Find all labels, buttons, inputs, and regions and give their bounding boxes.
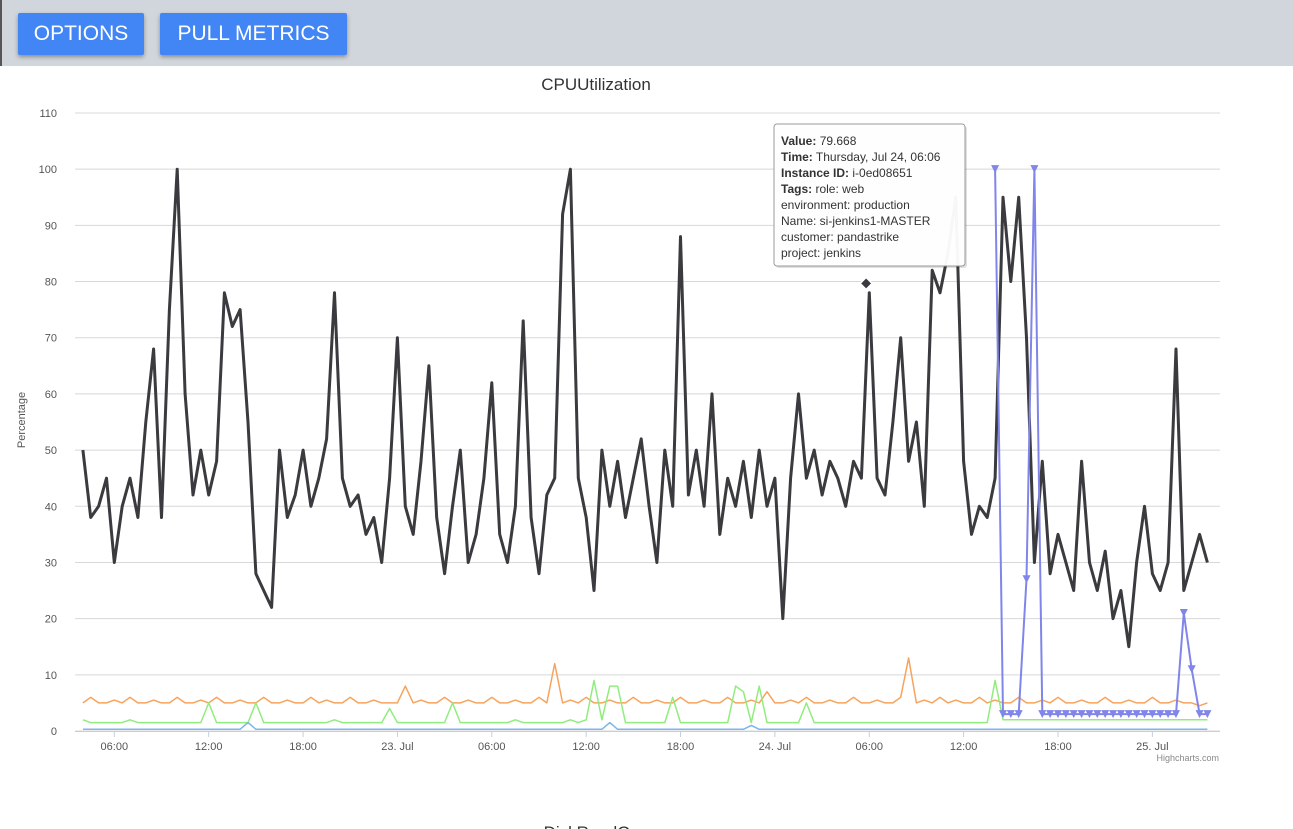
series-line bbox=[82, 679, 1208, 724]
point-marker bbox=[1054, 710, 1063, 719]
point-marker bbox=[1140, 710, 1149, 719]
x-tick-label: 12:00 bbox=[950, 741, 978, 753]
x-tick-label: 06:00 bbox=[478, 741, 506, 753]
point-marker bbox=[1203, 710, 1212, 719]
tooltip-label: Value: bbox=[781, 134, 816, 148]
x-tick-label: 12:00 bbox=[572, 741, 600, 753]
point-marker bbox=[1093, 710, 1102, 719]
point-marker bbox=[1014, 710, 1023, 719]
tooltip-value: role: web bbox=[815, 182, 864, 196]
tooltip-row: customer: pandastrike bbox=[781, 230, 899, 244]
x-tick-label: 24. Jul bbox=[759, 741, 791, 753]
x-tick-label: 18:00 bbox=[289, 741, 317, 753]
y-tick-label: 70 bbox=[45, 333, 57, 345]
point-marker bbox=[1069, 710, 1078, 719]
point-marker bbox=[1156, 710, 1165, 719]
tooltip-row: project: jenkins bbox=[781, 246, 861, 260]
pull-metrics-button[interactable]: PULL METRICS bbox=[160, 13, 347, 55]
point-marker bbox=[1030, 165, 1039, 174]
x-tick-label: 18:00 bbox=[1044, 741, 1072, 753]
tooltip-value: i-0ed08651 bbox=[852, 166, 912, 180]
tooltip-row: Value: 79.668 bbox=[781, 134, 857, 148]
chart: CPUUtilization Percentage Highcharts.com… bbox=[16, 75, 1220, 829]
tooltip-value: project: jenkins bbox=[781, 246, 861, 260]
y-tick-label: 20 bbox=[45, 614, 57, 626]
tooltip-row: Tags: role: web bbox=[781, 182, 864, 196]
series-line bbox=[994, 168, 1208, 716]
y-tick-label: 50 bbox=[45, 445, 57, 457]
y-tick-label: 90 bbox=[45, 220, 57, 232]
tooltip-value: Thursday, Jul 24, 06:06 bbox=[816, 150, 941, 164]
tooltip-label: Time: bbox=[781, 150, 813, 164]
credits: Highcharts.com bbox=[1156, 753, 1219, 763]
point-marker bbox=[1132, 710, 1141, 719]
tooltip: Value: 79.668 Time: Thursday, Jul 24, 06:… bbox=[773, 123, 967, 268]
toolbar: OPTIONS PULL METRICS bbox=[0, 0, 1293, 66]
point-marker bbox=[1164, 710, 1173, 719]
tooltip-box bbox=[773, 123, 966, 267]
hover-marker bbox=[859, 276, 874, 291]
point-marker bbox=[1085, 710, 1094, 719]
y-tick-label: 110 bbox=[39, 108, 57, 120]
point-marker bbox=[1116, 710, 1125, 719]
point-marker bbox=[1061, 710, 1070, 719]
x-tick-label: 23. Jul bbox=[381, 741, 413, 753]
point-marker bbox=[1187, 665, 1196, 674]
y-tick-label: 40 bbox=[45, 501, 57, 513]
tooltip-row: environment: production bbox=[781, 198, 910, 212]
point-marker bbox=[1171, 710, 1180, 719]
series-line bbox=[82, 721, 1208, 731]
point-marker bbox=[1022, 575, 1031, 584]
tooltip-value: 79.668 bbox=[820, 134, 857, 148]
point-marker bbox=[1179, 609, 1188, 618]
options-button[interactable]: OPTIONS bbox=[18, 13, 144, 55]
point-marker bbox=[1124, 710, 1133, 719]
x-tick-label: 06:00 bbox=[101, 741, 129, 753]
y-tick-label: 0 bbox=[51, 726, 57, 738]
tooltip-label: Instance ID: bbox=[781, 166, 849, 180]
point-marker bbox=[991, 165, 1000, 174]
point-marker bbox=[1038, 710, 1047, 719]
y-tick-label: 80 bbox=[45, 277, 57, 289]
point-marker bbox=[1077, 710, 1086, 719]
y-axis-title: Percentage bbox=[16, 392, 28, 448]
tooltip-value: customer: pandastrike bbox=[781, 230, 899, 244]
series-line bbox=[82, 657, 1208, 707]
tooltip-row: Time: Thursday, Jul 24, 06:06 bbox=[781, 150, 941, 164]
chart-title: CPUUtilization bbox=[541, 75, 651, 94]
x-tick-label: 25. Jul bbox=[1136, 741, 1168, 753]
x-tick-label: 18:00 bbox=[667, 741, 695, 753]
series-line bbox=[81, 167, 1209, 649]
point-marker bbox=[998, 710, 1007, 719]
y-tick-label: 10 bbox=[45, 670, 57, 682]
tooltip-value: Name: si-jenkins1-MASTER bbox=[781, 214, 931, 228]
next-chart-title: DiskReadOps bbox=[544, 823, 649, 829]
point-marker bbox=[1195, 710, 1204, 719]
y-tick-label: 60 bbox=[45, 389, 57, 401]
tooltip-value: environment: production bbox=[781, 198, 910, 212]
tooltip-row: Instance ID: i-0ed08651 bbox=[781, 166, 913, 180]
tooltip-row: Name: si-jenkins1-MASTER bbox=[781, 214, 931, 228]
point-marker bbox=[1046, 710, 1055, 719]
point-marker bbox=[1109, 710, 1118, 719]
x-tick-label: 06:00 bbox=[855, 741, 883, 753]
point-marker bbox=[1101, 710, 1110, 719]
y-tick-label: 30 bbox=[45, 557, 57, 569]
point-marker bbox=[1006, 710, 1015, 719]
point-marker bbox=[1148, 710, 1157, 719]
tooltip-label: Tags: bbox=[781, 182, 812, 196]
x-tick-label: 12:00 bbox=[195, 741, 223, 753]
y-tick-label: 100 bbox=[39, 164, 57, 176]
